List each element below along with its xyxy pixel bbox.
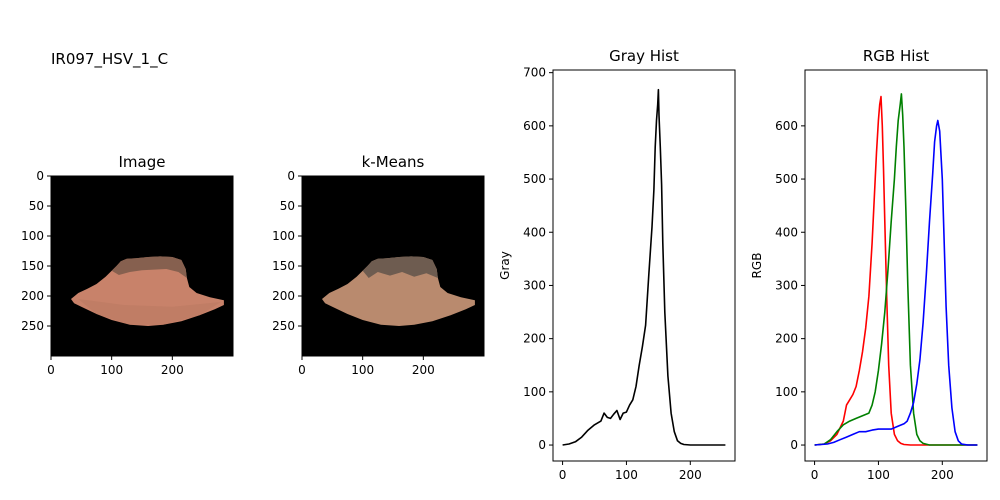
series-line-2 bbox=[814, 119, 978, 446]
y-tick-label: 50 bbox=[280, 199, 295, 213]
y-tick-label: 0 bbox=[287, 169, 295, 183]
y-axis-label: Gray bbox=[498, 251, 512, 280]
y-tick-label: 500 bbox=[775, 172, 798, 186]
series-line-0 bbox=[814, 95, 978, 446]
plot-frame bbox=[804, 69, 988, 462]
plot-frame bbox=[552, 69, 736, 462]
x-tick-label: 0 bbox=[298, 363, 306, 377]
y-tick-label: 600 bbox=[775, 119, 798, 133]
panel-kmeans: k-Means 0 100 200 0 50 100 150 200 250 bbox=[272, 153, 485, 377]
panel-title: k-Means bbox=[362, 153, 425, 171]
y-tick-label: 150 bbox=[272, 259, 295, 273]
panel-image: Image 0 100 200 0 50 100 150 200 250 bbox=[21, 153, 234, 377]
panel-rgb-hist: RGB Hist RGB 0 100 200 0 100 200 300 400 500 600 bbox=[750, 47, 988, 482]
x-tick-label: 200 bbox=[412, 363, 435, 377]
y-axis-label: RGB bbox=[750, 253, 764, 279]
y-tick-label: 200 bbox=[523, 332, 546, 346]
y-tick-label: 50 bbox=[29, 199, 44, 213]
y-tick-label: 100 bbox=[523, 385, 546, 399]
y-tick-label: 0 bbox=[538, 438, 546, 452]
x-tick-label: 0 bbox=[811, 468, 819, 482]
panel-title: RGB Hist bbox=[863, 47, 929, 65]
y-tick-label: 0 bbox=[36, 169, 44, 183]
panel-title: Image bbox=[119, 153, 166, 171]
y-tick-label: 200 bbox=[272, 289, 295, 303]
x-tick-label: 200 bbox=[679, 468, 702, 482]
x-tick-label: 100 bbox=[615, 468, 638, 482]
x-tick-label: 100 bbox=[100, 363, 123, 377]
y-tick-label: 100 bbox=[21, 229, 44, 243]
x-tick-label: 200 bbox=[931, 468, 954, 482]
y-tick-label: 150 bbox=[21, 259, 44, 273]
y-tick-label: 200 bbox=[775, 332, 798, 346]
y-tick-label: 100 bbox=[272, 229, 295, 243]
y-tick-label: 250 bbox=[21, 319, 44, 333]
y-tick-label: 0 bbox=[790, 438, 798, 452]
cluster-region-edge bbox=[362, 256, 438, 278]
y-tick-label: 200 bbox=[21, 289, 44, 303]
x-tick-label: 100 bbox=[867, 468, 890, 482]
y-tick-label: 600 bbox=[523, 119, 546, 133]
y-tick-label: 300 bbox=[523, 278, 546, 292]
x-tick-label: 0 bbox=[559, 468, 567, 482]
y-tick-label: 250 bbox=[272, 319, 295, 333]
specimen-shading bbox=[78, 299, 221, 325]
x-tick-label: 100 bbox=[351, 363, 374, 377]
y-tick-label: 300 bbox=[775, 278, 798, 292]
specimen-top-edge bbox=[111, 256, 187, 278]
series-line-0 bbox=[562, 88, 726, 446]
y-tick-label: 400 bbox=[523, 225, 546, 239]
x-tick-label: 200 bbox=[161, 363, 184, 377]
panel-gray-hist: Gray Hist Gray 0 100 200 0 100 200 300 400 500 600 7… bbox=[498, 47, 736, 482]
series-line-1 bbox=[814, 93, 978, 446]
y-tick-label: 500 bbox=[523, 172, 546, 186]
y-tick-label: 400 bbox=[775, 225, 798, 239]
y-tick-label: 700 bbox=[523, 66, 546, 80]
figure-suptitle: IR097_HSV_1_C bbox=[51, 50, 168, 69]
panel-title: Gray Hist bbox=[609, 47, 679, 65]
y-tick-label: 100 bbox=[775, 385, 798, 399]
x-tick-label: 0 bbox=[47, 363, 55, 377]
